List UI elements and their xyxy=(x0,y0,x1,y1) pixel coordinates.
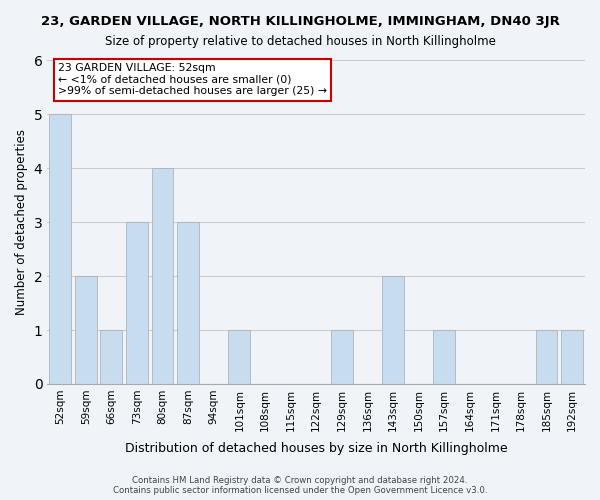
Bar xyxy=(49,114,71,384)
X-axis label: Distribution of detached houses by size in North Killingholme: Distribution of detached houses by size … xyxy=(125,442,508,455)
Bar xyxy=(126,222,148,384)
Bar xyxy=(152,168,173,384)
Bar xyxy=(433,330,455,384)
Text: Size of property relative to detached houses in North Killingholme: Size of property relative to detached ho… xyxy=(104,35,496,48)
Bar xyxy=(331,330,353,384)
Bar xyxy=(562,330,583,384)
Y-axis label: Number of detached properties: Number of detached properties xyxy=(15,129,28,315)
Bar xyxy=(229,330,250,384)
Text: 23 GARDEN VILLAGE: 52sqm
← <1% of detached houses are smaller (0)
>99% of semi-d: 23 GARDEN VILLAGE: 52sqm ← <1% of detach… xyxy=(58,63,327,96)
Bar xyxy=(75,276,97,384)
Text: 23, GARDEN VILLAGE, NORTH KILLINGHOLME, IMMINGHAM, DN40 3JR: 23, GARDEN VILLAGE, NORTH KILLINGHOLME, … xyxy=(41,15,559,28)
Bar xyxy=(100,330,122,384)
Text: Contains HM Land Registry data © Crown copyright and database right 2024.
Contai: Contains HM Land Registry data © Crown c… xyxy=(113,476,487,495)
Bar xyxy=(177,222,199,384)
Bar xyxy=(382,276,404,384)
Bar xyxy=(536,330,557,384)
